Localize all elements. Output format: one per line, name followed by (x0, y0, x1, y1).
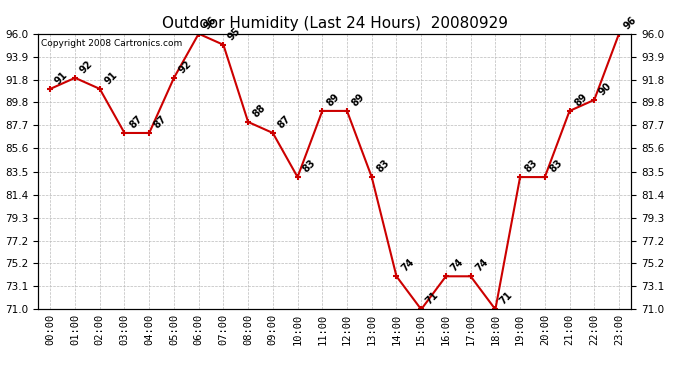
Text: 91: 91 (53, 69, 70, 86)
Text: 92: 92 (78, 58, 95, 75)
Text: 83: 83 (300, 158, 317, 174)
Text: 88: 88 (251, 102, 268, 119)
Text: 74: 74 (400, 257, 416, 273)
Text: 74: 74 (473, 257, 490, 273)
Text: 83: 83 (548, 158, 564, 174)
Text: 83: 83 (375, 158, 391, 174)
Text: 71: 71 (498, 290, 515, 307)
Text: 95: 95 (226, 26, 243, 42)
Text: Copyright 2008 Cartronics.com: Copyright 2008 Cartronics.com (41, 39, 182, 48)
Text: 83: 83 (523, 158, 540, 174)
Text: 71: 71 (424, 290, 441, 307)
Text: 87: 87 (275, 114, 293, 130)
Text: 90: 90 (597, 81, 613, 97)
Text: 92: 92 (177, 58, 193, 75)
Text: 74: 74 (448, 257, 465, 273)
Text: 89: 89 (325, 92, 342, 108)
Text: 96: 96 (622, 14, 638, 31)
Text: 89: 89 (350, 92, 366, 108)
Text: 87: 87 (127, 114, 144, 130)
Text: 91: 91 (103, 69, 119, 86)
Text: 89: 89 (572, 92, 589, 108)
Text: 96: 96 (201, 14, 218, 31)
Text: 87: 87 (152, 114, 168, 130)
Title: Outdoor Humidity (Last 24 Hours)  20080929: Outdoor Humidity (Last 24 Hours) 2008092… (161, 16, 508, 31)
